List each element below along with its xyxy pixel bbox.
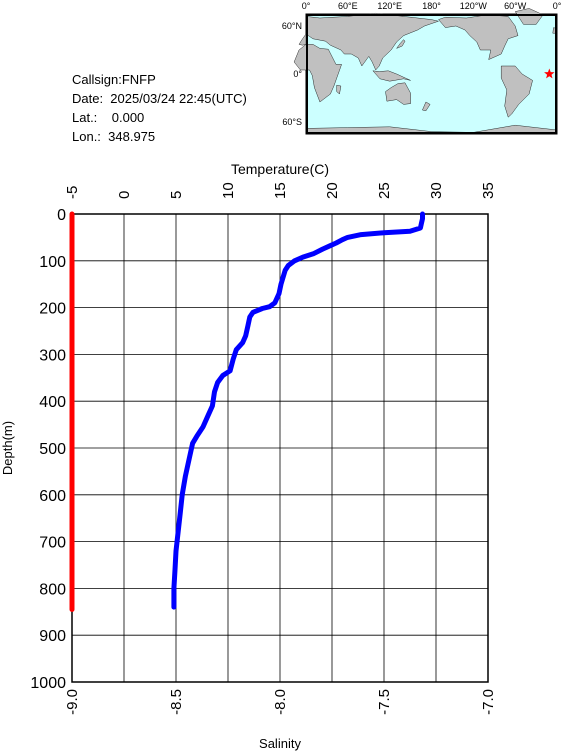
map-longitude-label: 0° [302, 1, 311, 11]
world-map: 0° 60°E 120°E 180° 120°W 60°W 0° 60°N0°60°S [282, 1, 562, 135]
map-land-australia [385, 82, 411, 105]
longitude-text: Lon.: 348.975 [72, 129, 156, 144]
depth-tick-labels: 0 100 200 300 400 500 600 700 800 900 1000 [30, 207, 66, 692]
salinity-tick-label: -8.5 [168, 689, 185, 715]
depth-axis-title: Depth(m) [0, 421, 15, 475]
depth-tick-label: 300 [39, 347, 66, 364]
map-longitude-label: 180° [422, 1, 441, 11]
salinity-tick-label: -7.5 [376, 689, 393, 715]
temperature-tick-label: 30 [428, 182, 445, 199]
map-latitude-label: 60°S [282, 117, 302, 127]
map-border [306, 14, 308, 134]
map-longitude-label: 60°W [504, 1, 527, 11]
map-longitude-label: 60°E [338, 1, 358, 11]
salinity-tick-labels: -9.0 -8.5 -8.0 -7.5 -7.0 [64, 689, 497, 715]
map-land-indonesia [372, 70, 411, 82]
depth-tick-label: 400 [39, 394, 66, 411]
temperature-tick-label: 0 [116, 191, 133, 199]
temperature-tick-label: 15 [272, 182, 289, 199]
map-border [306, 14, 557, 16]
depth-tick-label: 600 [39, 488, 66, 505]
temperature-tick-label: 20 [324, 182, 341, 199]
depth-tick-label: 0 [57, 207, 66, 224]
depth-tick-label: 500 [39, 441, 66, 458]
map-land-new-zealand [422, 101, 431, 112]
station-info: Callsign:FNFP Date: 2025/03/24 22:45(UTC… [72, 70, 247, 146]
map-latitude-label: 60°N [282, 21, 302, 31]
map-latitude-label: 0° [293, 69, 302, 79]
salinity-tick-label: -7.0 [480, 689, 497, 715]
temperature-axis-title: Temperature(C) [231, 161, 329, 177]
depth-tick-label: 800 [39, 581, 66, 598]
latitude-text: Lat.: 0.000 [72, 110, 145, 125]
salinity-tick-label: -9.0 [64, 689, 81, 715]
station-star-marker [544, 68, 555, 79]
map-longitude-labels: 0° 60°E 120°E 180° 120°W 60°W 0° [302, 1, 562, 11]
temperature-tick-label: 25 [376, 182, 393, 199]
map-frame [306, 14, 557, 134]
map-longitude-label: 0° [553, 1, 562, 11]
callsign-text: Callsign:FNFP [72, 72, 156, 87]
depth-tick-label: 1000 [30, 675, 66, 692]
temperature-tick-label: 35 [480, 182, 497, 199]
series-layer [69, 211, 425, 612]
map-land-south-america [501, 65, 533, 118]
map-longitude-label: 120°W [460, 1, 488, 11]
salinity-tick-label: -8.0 [272, 689, 289, 715]
temperature-tick-labels: -5 0 5 10 15 20 25 30 35 [64, 182, 497, 199]
map-land-africa [293, 44, 342, 103]
map-land-japan [396, 39, 406, 49]
depth-tick-label: 100 [39, 254, 66, 271]
map-longitude-label: 120°E [377, 1, 402, 11]
temperature-tick-label: 5 [168, 191, 185, 199]
salinity-axis-title: Salinity [259, 736, 301, 751]
temperature-tick-label: -5 [64, 186, 81, 199]
temperature-series-line [171, 211, 425, 610]
map-latitude-labels: 60°N 0° 60°S [282, 21, 303, 127]
depth-tick-label: 700 [39, 535, 66, 552]
depth-tick-label: 900 [39, 628, 66, 645]
map-land-madagascar [336, 84, 342, 95]
map-land-greenland [514, 8, 544, 25]
depth-tick-label: 200 [39, 301, 66, 318]
map-border [306, 132, 557, 134]
map-border [555, 14, 557, 134]
date-text: Date: 2025/03/24 22:45(UTC) [72, 91, 247, 106]
map-landmasses [293, 8, 558, 135]
temperature-tick-label: 10 [220, 182, 237, 199]
